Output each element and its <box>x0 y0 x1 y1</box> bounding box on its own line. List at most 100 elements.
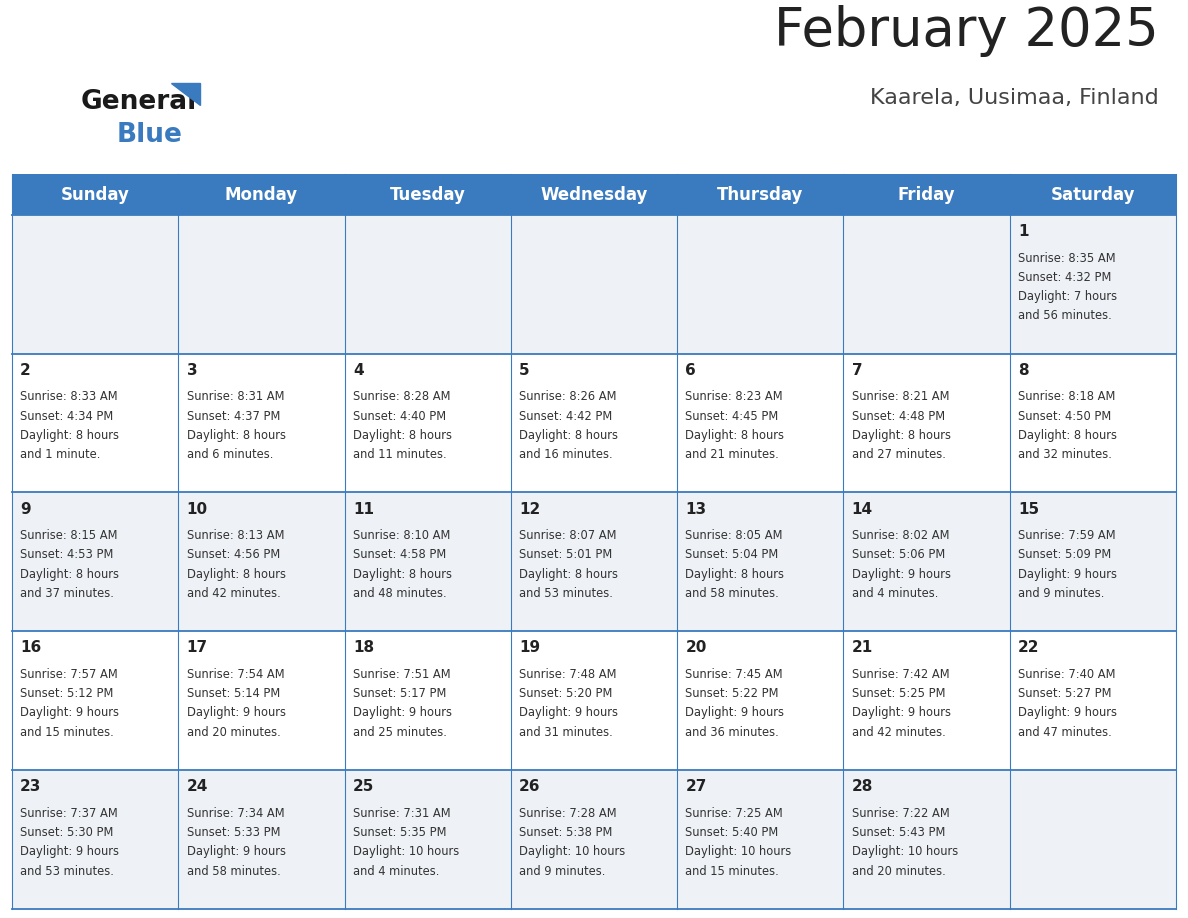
Text: and 9 minutes.: and 9 minutes. <box>519 865 606 878</box>
Text: Sunrise: 7:40 AM: Sunrise: 7:40 AM <box>1018 668 1116 681</box>
Text: Sunset: 5:06 PM: Sunset: 5:06 PM <box>852 548 944 562</box>
Text: and 15 minutes.: and 15 minutes. <box>685 865 779 878</box>
Text: Daylight: 9 hours: Daylight: 9 hours <box>519 707 618 720</box>
Text: Sunrise: 8:13 AM: Sunrise: 8:13 AM <box>187 529 284 543</box>
Text: 25: 25 <box>353 779 374 794</box>
Text: and 32 minutes.: and 32 minutes. <box>1018 448 1112 461</box>
Text: 16: 16 <box>20 641 42 655</box>
Text: Sunset: 4:40 PM: Sunset: 4:40 PM <box>353 409 446 422</box>
Text: and 21 minutes.: and 21 minutes. <box>685 448 779 461</box>
Text: Sunrise: 7:51 AM: Sunrise: 7:51 AM <box>353 668 450 681</box>
Text: Friday: Friday <box>898 185 955 204</box>
Text: Daylight: 9 hours: Daylight: 9 hours <box>685 707 784 720</box>
Text: 3: 3 <box>187 363 197 378</box>
Text: Daylight: 10 hours: Daylight: 10 hours <box>852 845 958 858</box>
Text: Sunset: 5:09 PM: Sunset: 5:09 PM <box>1018 548 1111 562</box>
Text: Sunrise: 7:25 AM: Sunrise: 7:25 AM <box>685 807 783 820</box>
Text: 17: 17 <box>187 641 208 655</box>
Text: 23: 23 <box>20 779 42 794</box>
Text: and 9 minutes.: and 9 minutes. <box>1018 587 1105 600</box>
Text: 21: 21 <box>852 641 873 655</box>
Text: Daylight: 8 hours: Daylight: 8 hours <box>685 567 784 581</box>
Text: Sunset: 4:48 PM: Sunset: 4:48 PM <box>852 409 944 422</box>
Polygon shape <box>171 83 200 106</box>
Text: and 56 minutes.: and 56 minutes. <box>1018 309 1112 322</box>
Text: General: General <box>81 89 197 115</box>
Text: Daylight: 10 hours: Daylight: 10 hours <box>685 845 791 858</box>
Text: Blue: Blue <box>116 122 182 148</box>
Text: and 31 minutes.: and 31 minutes. <box>519 726 613 739</box>
Text: Daylight: 10 hours: Daylight: 10 hours <box>353 845 459 858</box>
Text: Daylight: 9 hours: Daylight: 9 hours <box>1018 707 1117 720</box>
Text: Daylight: 8 hours: Daylight: 8 hours <box>852 429 950 442</box>
Text: 15: 15 <box>1018 501 1040 517</box>
Text: Daylight: 9 hours: Daylight: 9 hours <box>852 567 950 581</box>
Text: Sunset: 5:43 PM: Sunset: 5:43 PM <box>852 826 946 839</box>
Bar <box>12 353 1176 492</box>
Text: Daylight: 8 hours: Daylight: 8 hours <box>187 567 285 581</box>
Text: and 37 minutes.: and 37 minutes. <box>20 587 114 600</box>
Text: Daylight: 9 hours: Daylight: 9 hours <box>20 845 119 858</box>
Text: Sunset: 5:27 PM: Sunset: 5:27 PM <box>1018 688 1112 700</box>
Text: Sunset: 4:53 PM: Sunset: 4:53 PM <box>20 548 114 562</box>
Text: and 6 minutes.: and 6 minutes. <box>187 448 273 461</box>
Text: Daylight: 8 hours: Daylight: 8 hours <box>685 429 784 442</box>
Text: Daylight: 9 hours: Daylight: 9 hours <box>1018 567 1117 581</box>
Text: Sunrise: 7:22 AM: Sunrise: 7:22 AM <box>852 807 949 820</box>
Text: Sunset: 5:35 PM: Sunset: 5:35 PM <box>353 826 447 839</box>
Text: 5: 5 <box>519 363 530 378</box>
Text: and 4 minutes.: and 4 minutes. <box>852 587 939 600</box>
Text: 10: 10 <box>187 501 208 517</box>
Text: Sunrise: 8:35 AM: Sunrise: 8:35 AM <box>1018 252 1116 264</box>
Text: Sunrise: 7:37 AM: Sunrise: 7:37 AM <box>20 807 118 820</box>
Text: and 58 minutes.: and 58 minutes. <box>685 587 779 600</box>
Text: Sunrise: 7:59 AM: Sunrise: 7:59 AM <box>1018 529 1116 543</box>
Text: Sunrise: 8:18 AM: Sunrise: 8:18 AM <box>1018 390 1116 403</box>
Text: Sunrise: 7:57 AM: Sunrise: 7:57 AM <box>20 668 118 681</box>
Text: 13: 13 <box>685 501 707 517</box>
Text: and 48 minutes.: and 48 minutes. <box>353 587 447 600</box>
Text: and 1 minute.: and 1 minute. <box>20 448 101 461</box>
Text: 1: 1 <box>1018 224 1029 239</box>
Text: Sunrise: 8:10 AM: Sunrise: 8:10 AM <box>353 529 450 543</box>
Text: 18: 18 <box>353 641 374 655</box>
Text: Sunrise: 8:33 AM: Sunrise: 8:33 AM <box>20 390 118 403</box>
Text: Saturday: Saturday <box>1050 185 1136 204</box>
Text: Sunrise: 8:07 AM: Sunrise: 8:07 AM <box>519 529 617 543</box>
Text: and 20 minutes.: and 20 minutes. <box>187 726 280 739</box>
Text: Monday: Monday <box>225 185 298 204</box>
Text: Wednesday: Wednesday <box>541 185 647 204</box>
Text: Sunset: 5:40 PM: Sunset: 5:40 PM <box>685 826 778 839</box>
Text: Sunrise: 8:15 AM: Sunrise: 8:15 AM <box>20 529 118 543</box>
Text: Sunrise: 7:34 AM: Sunrise: 7:34 AM <box>187 807 284 820</box>
Text: Daylight: 9 hours: Daylight: 9 hours <box>187 845 285 858</box>
Text: and 25 minutes.: and 25 minutes. <box>353 726 447 739</box>
Text: Sunrise: 8:02 AM: Sunrise: 8:02 AM <box>852 529 949 543</box>
Text: Sunset: 4:34 PM: Sunset: 4:34 PM <box>20 409 113 422</box>
Text: Sunset: 5:38 PM: Sunset: 5:38 PM <box>519 826 613 839</box>
Text: Daylight: 9 hours: Daylight: 9 hours <box>20 707 119 720</box>
Text: Daylight: 8 hours: Daylight: 8 hours <box>353 567 451 581</box>
Text: and 4 minutes.: and 4 minutes. <box>353 865 440 878</box>
Text: Sunrise: 7:42 AM: Sunrise: 7:42 AM <box>852 668 949 681</box>
Text: 4: 4 <box>353 363 364 378</box>
Text: Sunrise: 7:54 AM: Sunrise: 7:54 AM <box>187 668 284 681</box>
Text: 9: 9 <box>20 501 31 517</box>
Text: Tuesday: Tuesday <box>390 185 466 204</box>
Text: and 16 minutes.: and 16 minutes. <box>519 448 613 461</box>
Text: Sunset: 4:42 PM: Sunset: 4:42 PM <box>519 409 612 422</box>
Bar <box>12 492 1176 632</box>
Text: Sunset: 4:37 PM: Sunset: 4:37 PM <box>187 409 280 422</box>
Text: Sunset: 4:56 PM: Sunset: 4:56 PM <box>187 548 279 562</box>
Text: Sunset: 5:30 PM: Sunset: 5:30 PM <box>20 826 114 839</box>
Text: and 53 minutes.: and 53 minutes. <box>519 587 613 600</box>
Text: Sunset: 5:17 PM: Sunset: 5:17 PM <box>353 688 447 700</box>
Text: Daylight: 8 hours: Daylight: 8 hours <box>519 429 618 442</box>
Text: Sunrise: 8:23 AM: Sunrise: 8:23 AM <box>685 390 783 403</box>
Text: 28: 28 <box>852 779 873 794</box>
Bar <box>12 215 1176 353</box>
Text: Sunrise: 8:26 AM: Sunrise: 8:26 AM <box>519 390 617 403</box>
Text: Daylight: 10 hours: Daylight: 10 hours <box>519 845 625 858</box>
Text: Sunset: 4:45 PM: Sunset: 4:45 PM <box>685 409 778 422</box>
Text: and 11 minutes.: and 11 minutes. <box>353 448 447 461</box>
